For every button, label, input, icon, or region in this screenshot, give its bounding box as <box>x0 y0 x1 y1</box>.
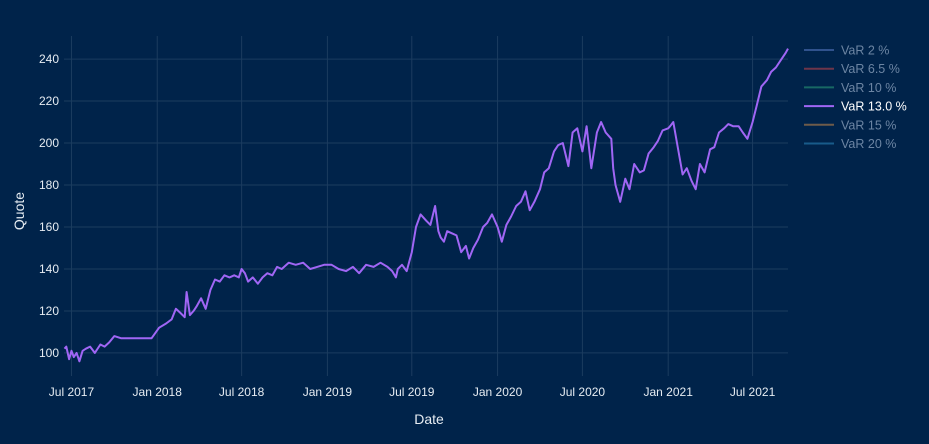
y-tick-label: 220 <box>39 94 59 108</box>
legend-item[interactable]: VaR 10 % <box>804 81 896 95</box>
legend[interactable]: VaR 2 % VaR 6.5 % VaR 10 % VaR 13.0 % VaR 15… <box>804 44 907 152</box>
x-tick-label: Jan 2018 <box>133 385 183 399</box>
legend-label: VaR 20 % <box>841 137 896 151</box>
gridlines <box>64 36 788 376</box>
x-tick-label: Jul 2018 <box>219 385 265 399</box>
y-tick-label: 100 <box>39 346 59 360</box>
y-tick-label: 160 <box>39 220 59 234</box>
legend-item[interactable]: VaR 2 % <box>804 44 889 58</box>
x-tick-label: Jan 2021 <box>643 385 693 399</box>
legend-label: VaR 6.5 % <box>841 62 900 76</box>
legend-label: VaR 10 % <box>841 81 896 95</box>
x-axis-ticks: Jul 2017 Jan 2018 Jul 2018 Jan 2019 Jul 2019… <box>49 385 776 399</box>
y-axis-title: Quote <box>11 192 27 230</box>
legend-label: VaR 13.0 % <box>841 100 907 114</box>
legend-label: VaR 2 % <box>841 44 889 58</box>
y-tick-label: 200 <box>39 136 59 150</box>
x-tick-label: Jul 2019 <box>389 385 435 399</box>
x-axis-title: Date <box>414 411 444 427</box>
legend-label: VaR 15 % <box>841 118 896 132</box>
legend-item[interactable]: VaR 13.0 % <box>804 100 907 114</box>
y-tick-label: 180 <box>39 178 59 192</box>
x-tick-label: Jul 2020 <box>560 385 606 399</box>
y-tick-label: 140 <box>39 262 59 276</box>
series-line <box>63 48 789 363</box>
legend-item[interactable]: VaR 6.5 % <box>804 62 900 76</box>
plot-series <box>63 48 789 363</box>
y-axis-ticks: 100 120 140 160 180 200 220 240 <box>39 52 59 360</box>
x-tick-label: Jul 2017 <box>49 385 95 399</box>
y-tick-label: 120 <box>39 304 59 318</box>
legend-item[interactable]: VaR 15 % <box>804 118 896 132</box>
x-tick-label: Jan 2020 <box>473 385 523 399</box>
x-tick-label: Jul 2021 <box>730 385 776 399</box>
y-tick-label: 240 <box>39 52 59 66</box>
legend-item[interactable]: VaR 20 % <box>804 137 896 151</box>
x-tick-label: Jan 2019 <box>303 385 353 399</box>
